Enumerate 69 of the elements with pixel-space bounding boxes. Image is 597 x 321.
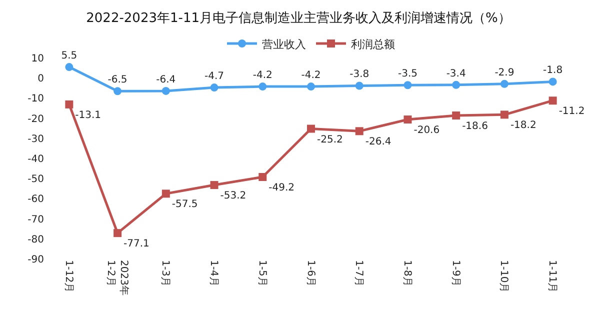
point [548,96,557,105]
x-tick-label: 1-6月 [304,260,316,286]
data-label: -77.1 [124,238,150,250]
point [548,78,557,86]
point [114,229,122,238]
x-tick-label: 1-3月 [160,260,171,286]
point [404,116,412,124]
point [500,80,508,88]
point [307,124,315,133]
point [162,86,170,95]
point [355,82,364,90]
x-tick-label: 2023年 1-2月 [104,260,130,296]
data-label: -20.6 [414,125,440,136]
x-tick-label: 1-7月 [353,260,364,286]
data-label: -4.7 [204,71,224,82]
point [452,111,460,120]
x-tick-label: 1-8月 [401,260,412,286]
chart-title: 2022-2023年1-11月电子信息制造业主营业务收入及利润增速情况（%） [86,10,511,26]
point [162,190,170,198]
data-label: -18.6 [462,120,488,132]
data-label: -26.4 [365,136,392,148]
y-tick-label: -60 [28,194,44,206]
data-label: 5.5 [61,50,78,62]
data-label: -4.2 [252,70,272,82]
data-label: -18.2 [510,120,536,132]
data-label: -1.8 [543,65,563,76]
point [210,181,218,190]
data-label: -4.2 [301,70,321,82]
x-tick-label: 1-4月 [208,260,220,286]
y-tick-label: -30 [28,134,44,145]
data-label: -13.1 [75,110,102,121]
y-tick-label: -40 [28,154,44,165]
data-label: -6.5 [108,74,128,86]
point [355,127,364,136]
data-label: -11.2 [558,106,585,118]
y-tick-label: 0 [38,74,44,85]
data-label: -57.5 [172,199,198,210]
x-tick-label: 1-11月 [546,260,558,293]
x-tick-label: 1-9月 [450,260,461,286]
y-tick-label: -80 [28,234,44,246]
data-label: -3.4 [446,68,466,80]
data-label: -53.2 [220,190,246,202]
point [65,63,74,72]
data-label: -49.2 [268,182,295,194]
data-label: -3.8 [350,69,370,80]
point [404,81,412,90]
y-tick-label: -70 [28,214,44,226]
point [307,82,315,91]
legend-label: 营业收入 [262,38,306,51]
y-tick-label: -20 [28,114,44,125]
x-tick-label: 1-5月 [256,260,268,286]
y-tick-label: -90 [28,254,44,266]
y-tick-label: -50 [28,174,44,186]
point [258,82,267,91]
x-tick-label: 1-10月 [498,260,510,293]
point [452,80,460,89]
point [258,172,267,181]
data-label: -6.4 [156,74,176,86]
x-tick-label: 1-12月 [62,260,74,293]
point [210,84,218,92]
point [114,87,122,96]
data-label: -3.5 [398,68,418,80]
legend-label: 利润总额 [351,38,395,51]
y-tick-label: 10 [31,54,44,64]
data-label: -25.2 [317,134,343,146]
point [65,100,74,108]
y-tick-label: -10 [28,94,44,105]
point [500,110,508,119]
data-label: -2.9 [494,67,514,78]
